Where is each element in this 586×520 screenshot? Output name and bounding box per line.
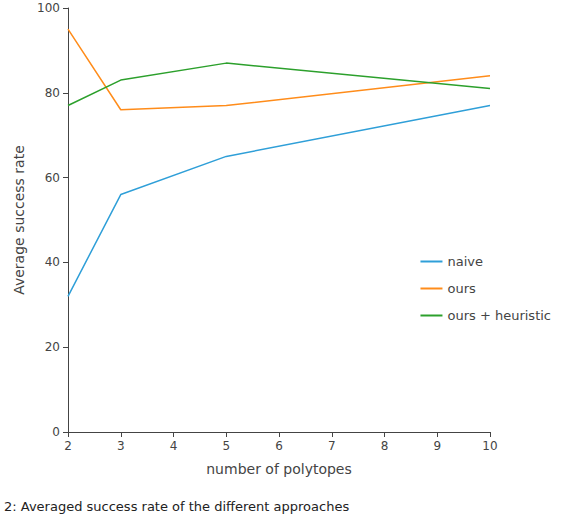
- svg-text:9: 9: [433, 439, 441, 453]
- svg-text:10: 10: [482, 439, 497, 453]
- svg-text:7: 7: [328, 439, 336, 453]
- svg-text:2: Averaged success rate of th: 2: Averaged success rate of the differen…: [4, 499, 349, 514]
- svg-text:60: 60: [45, 171, 60, 185]
- svg-text:20: 20: [45, 340, 60, 354]
- svg-text:ours + heuristic: ours + heuristic: [447, 308, 551, 323]
- svg-text:6: 6: [275, 439, 283, 453]
- svg-text:100: 100: [37, 1, 60, 15]
- svg-text:0: 0: [52, 425, 60, 439]
- svg-text:number of polytopes: number of polytopes: [206, 461, 352, 477]
- svg-text:naive: naive: [447, 254, 483, 269]
- svg-text:80: 80: [45, 86, 60, 100]
- svg-text:4: 4: [170, 439, 178, 453]
- svg-text:2: 2: [64, 439, 72, 453]
- svg-text:5: 5: [222, 439, 230, 453]
- svg-text:Average success rate: Average success rate: [11, 145, 27, 295]
- svg-text:ours: ours: [447, 281, 476, 296]
- svg-text:8: 8: [381, 439, 389, 453]
- svg-text:3: 3: [117, 439, 125, 453]
- svg-text:40: 40: [45, 255, 60, 269]
